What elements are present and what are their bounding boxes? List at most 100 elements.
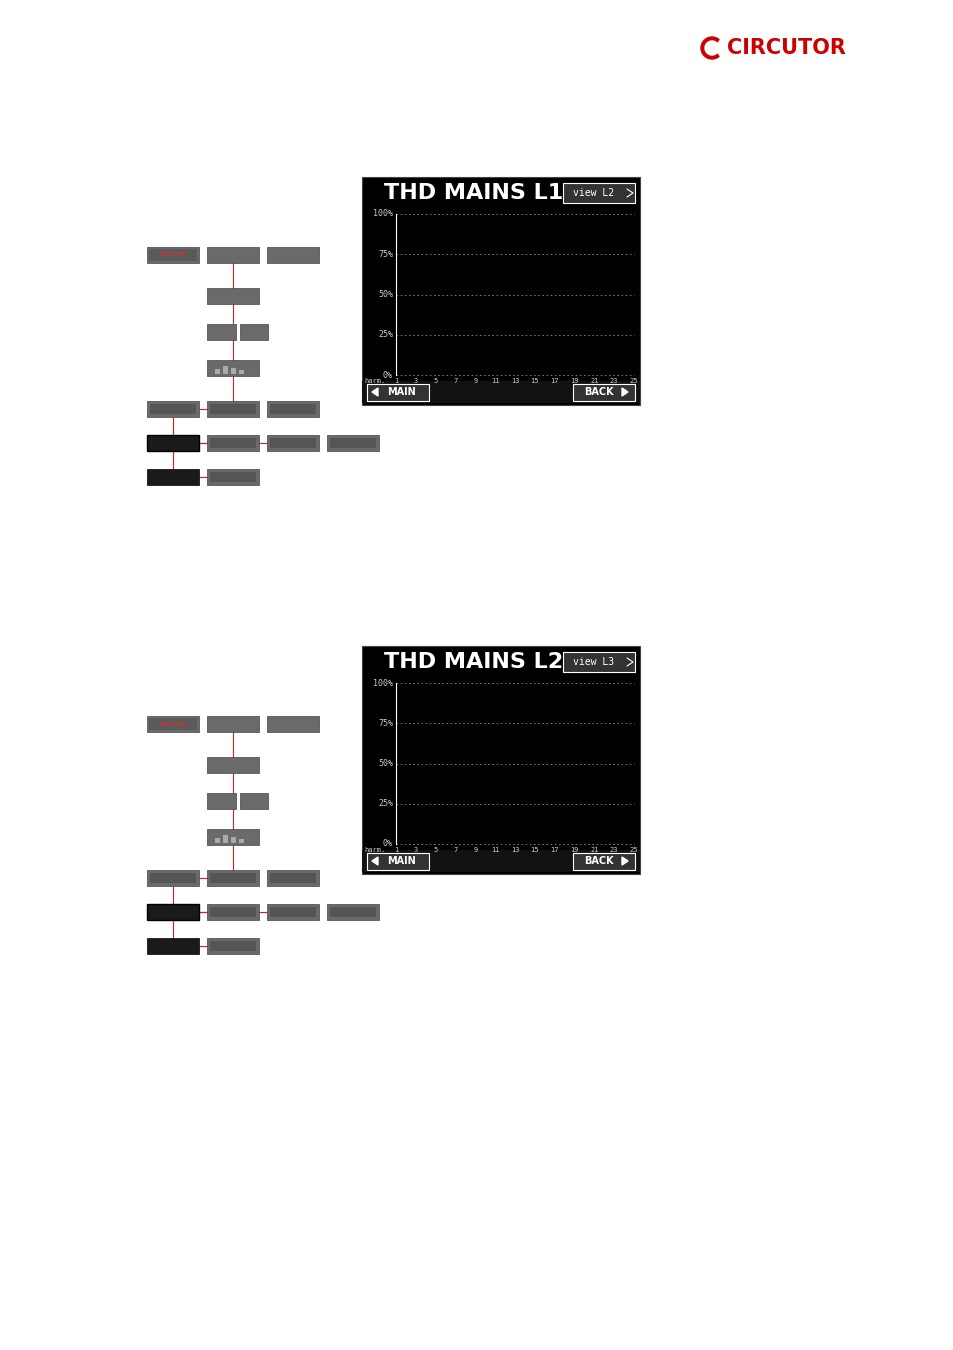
Text: BACK: BACK	[583, 387, 613, 397]
Bar	[207, 869, 258, 886]
Bar	[367, 383, 429, 401]
Text: view L2: view L2	[573, 188, 614, 198]
Bar	[573, 852, 635, 869]
Bar	[207, 938, 258, 954]
Bar	[270, 907, 315, 917]
Bar	[207, 401, 258, 417]
Text: 0%: 0%	[382, 370, 393, 379]
Bar	[239, 792, 268, 809]
Bar	[330, 437, 375, 448]
Bar	[150, 404, 195, 414]
Text: 25: 25	[629, 378, 638, 383]
Bar	[267, 247, 318, 263]
Bar	[147, 435, 199, 451]
Text: 1: 1	[394, 378, 397, 383]
Text: 100%: 100%	[373, 679, 393, 687]
Text: 0%: 0%	[382, 840, 393, 849]
Text: 75%: 75%	[377, 718, 393, 728]
Bar	[239, 324, 268, 340]
Text: 11: 11	[491, 378, 498, 383]
Bar	[147, 401, 199, 417]
Wedge shape	[700, 36, 719, 59]
Bar	[147, 904, 199, 919]
Text: 21: 21	[590, 846, 598, 853]
Text: 5: 5	[433, 846, 437, 853]
Text: 75%: 75%	[377, 250, 393, 259]
Bar	[210, 437, 255, 448]
Bar	[210, 907, 255, 917]
Text: 23: 23	[609, 846, 618, 853]
Text: view L3: view L3	[573, 657, 614, 667]
Bar	[367, 852, 429, 869]
Bar	[270, 873, 315, 883]
Bar	[147, 869, 199, 886]
Text: 19: 19	[570, 378, 578, 383]
Polygon shape	[372, 387, 377, 396]
Bar	[562, 184, 635, 202]
Bar	[150, 873, 195, 883]
Text: 19: 19	[570, 846, 578, 853]
Bar	[207, 716, 258, 732]
Text: 17: 17	[550, 846, 558, 853]
Polygon shape	[621, 387, 627, 396]
Bar	[330, 907, 375, 917]
Bar	[270, 404, 315, 414]
Wedge shape	[704, 40, 717, 55]
Text: BACK: BACK	[583, 856, 613, 865]
Text: MAIN: MAIN	[387, 387, 416, 397]
Bar	[327, 904, 378, 919]
Bar	[361, 850, 639, 872]
Bar	[267, 435, 318, 451]
Text: CIRCUTOR: CIRCUTOR	[159, 721, 187, 726]
Text: 50%: 50%	[377, 759, 393, 768]
Text: 7: 7	[453, 846, 457, 853]
Text: 7: 7	[453, 378, 457, 383]
Bar	[210, 472, 255, 482]
Bar	[149, 718, 196, 730]
Bar	[207, 468, 258, 485]
Bar	[267, 904, 318, 919]
Text: 25%: 25%	[377, 799, 393, 809]
Bar	[210, 404, 255, 414]
Text: 100%: 100%	[373, 209, 393, 219]
Text: 3: 3	[414, 846, 417, 853]
Bar	[239, 370, 244, 374]
Bar	[361, 381, 639, 404]
Text: 13: 13	[510, 378, 518, 383]
Bar	[270, 437, 315, 448]
Text: CIRCUTOR: CIRCUTOR	[726, 38, 845, 58]
Bar	[207, 288, 258, 304]
Bar	[207, 324, 235, 340]
Text: MAIN: MAIN	[387, 856, 416, 865]
Text: 3: 3	[414, 378, 417, 383]
Bar	[267, 401, 318, 417]
Bar	[361, 647, 639, 873]
Text: 15: 15	[530, 378, 538, 383]
Bar	[207, 360, 258, 377]
Bar	[147, 468, 199, 485]
Polygon shape	[621, 857, 627, 865]
Text: 9: 9	[473, 378, 476, 383]
Text: 5: 5	[433, 378, 437, 383]
Bar	[207, 792, 235, 809]
Text: CIRCUTOR: CIRCUTOR	[159, 252, 187, 258]
Bar	[147, 716, 199, 732]
Bar	[207, 247, 258, 263]
Text: 23: 23	[609, 378, 618, 383]
Text: harm.: harm.	[364, 846, 385, 853]
Text: 25%: 25%	[377, 331, 393, 339]
Bar	[207, 904, 258, 919]
Bar	[214, 838, 220, 842]
Text: 15: 15	[530, 846, 538, 853]
Polygon shape	[372, 857, 377, 865]
Text: THD MAINS L1: THD MAINS L1	[383, 184, 562, 202]
Bar	[207, 829, 258, 845]
Bar	[214, 369, 220, 374]
Text: harm.: harm.	[364, 378, 385, 383]
Bar	[223, 366, 228, 374]
Bar	[223, 834, 228, 842]
Bar	[210, 941, 255, 950]
Bar	[149, 248, 196, 261]
Bar	[562, 652, 635, 672]
Bar	[267, 716, 318, 732]
